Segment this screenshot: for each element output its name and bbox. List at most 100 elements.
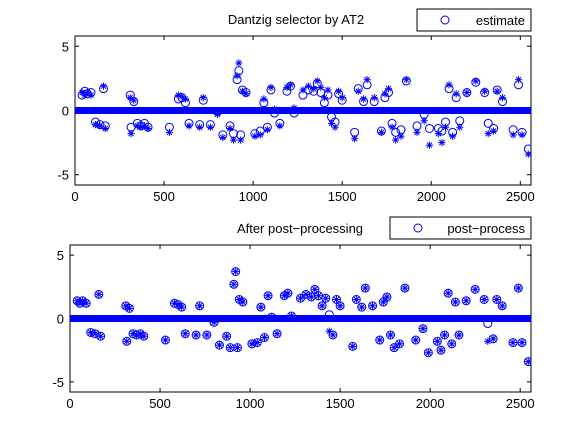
x-tick-label: 1500 [326, 396, 355, 411]
data-point [225, 121, 235, 131]
data-point [483, 319, 493, 329]
data-point [368, 301, 378, 311]
asterisk-stroke [472, 78, 479, 84]
asterisk-marker [130, 96, 138, 104]
asterisk-marker [185, 122, 193, 130]
asterisk-marker [412, 336, 420, 344]
data-point [177, 302, 187, 312]
y-tick-label: 0 [62, 104, 69, 119]
data-point [100, 121, 110, 131]
asterisk-marker [276, 122, 284, 130]
data-point [513, 283, 523, 293]
x-tick-label: 1000 [236, 396, 265, 411]
data-point [335, 301, 345, 311]
data-point [479, 294, 489, 304]
data-point [447, 339, 457, 349]
data-point [81, 298, 91, 308]
asterisk-stroke [493, 296, 500, 303]
x-tick-label: 500 [153, 189, 175, 204]
asterisk-marker [514, 284, 522, 292]
asterisk-marker [95, 290, 103, 299]
data-point [259, 333, 269, 343]
data-point [391, 127, 401, 137]
data-point [266, 85, 276, 95]
data-point [80, 86, 90, 96]
data-point [263, 291, 273, 301]
data-point [283, 288, 293, 298]
data-point [298, 90, 308, 100]
data-point [337, 95, 347, 105]
asterisk-stroke [519, 339, 525, 346]
asterisk-stroke [214, 111, 221, 118]
asterisk-stroke [200, 94, 207, 101]
asterisk-stroke [360, 96, 367, 102]
legend-marker [440, 15, 450, 25]
data-point [492, 85, 502, 95]
asterisk-stroke [319, 302, 325, 309]
asterisk-stroke [128, 130, 134, 137]
data-point [508, 125, 518, 135]
data-point [348, 341, 358, 351]
data-point [471, 77, 481, 87]
asterisk-marker [518, 131, 526, 139]
asterisk-marker [386, 331, 395, 339]
data-point [86, 327, 96, 337]
asterisk-marker [448, 340, 456, 348]
asterisk-stroke [519, 132, 525, 138]
asterisk-marker [451, 298, 459, 306]
asterisk-marker [203, 331, 211, 339]
asterisk-marker [444, 289, 452, 297]
data-point [418, 324, 428, 334]
x-tick-label: 2500 [506, 396, 535, 411]
asterisk-marker [263, 126, 271, 134]
data-point [139, 331, 149, 341]
data-point [323, 90, 333, 100]
data-point [440, 330, 450, 340]
asterisk-marker [462, 297, 470, 305]
data-point [441, 117, 450, 127]
asterisk-marker [314, 292, 323, 300]
asterisk-marker [213, 110, 222, 118]
asterisk-stroke [464, 89, 470, 96]
asterisk-stroke [339, 94, 346, 101]
asterisk-stroke [322, 295, 329, 302]
data-point [247, 339, 257, 349]
data-point [437, 126, 447, 136]
data-point [411, 335, 421, 345]
data-point [99, 84, 108, 94]
asterisk-marker [273, 330, 281, 338]
data-point [360, 283, 370, 293]
data-point [75, 298, 85, 308]
data-point [424, 123, 434, 133]
asterisk-stroke [434, 338, 441, 345]
asterisk-marker [392, 136, 400, 144]
data-point [259, 98, 269, 108]
asterisk-stroke [219, 134, 226, 141]
asterisk-stroke [223, 333, 230, 340]
asterisk-stroke [349, 343, 356, 350]
data-point [232, 75, 242, 85]
asterisk-stroke [425, 349, 432, 356]
asterisk-stroke [193, 332, 199, 338]
asterisk-stroke [353, 296, 360, 303]
plot-area [75, 59, 531, 158]
data-point [191, 330, 201, 340]
data-point [396, 125, 406, 135]
asterisk-marker [493, 295, 501, 304]
y-tick-label: -5 [57, 168, 69, 183]
asterisk-stroke [288, 313, 295, 319]
data-point [213, 107, 222, 117]
asterisk-stroke [314, 78, 321, 84]
data-point [303, 85, 313, 95]
asterisk-stroke [402, 285, 408, 291]
data-point [432, 336, 442, 346]
asterisk-stroke [315, 292, 322, 299]
x-tick-label: 1500 [328, 189, 357, 204]
asterisk-stroke [420, 325, 426, 332]
data-point [94, 289, 104, 299]
asterisk-stroke [456, 124, 463, 131]
asterisk-stroke [333, 296, 340, 303]
asterisk-stroke [439, 139, 445, 146]
asterisk-marker [376, 336, 384, 344]
asterisk-marker [352, 295, 360, 304]
